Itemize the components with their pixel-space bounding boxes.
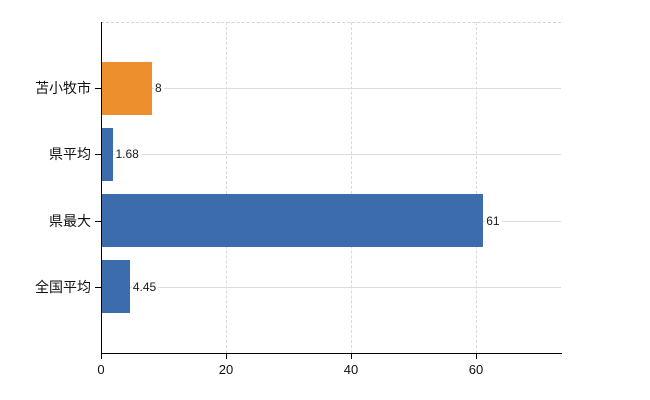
plot-top-border [101, 22, 561, 23]
bar [102, 260, 130, 313]
x-tick-label: 40 [343, 362, 359, 377]
bar-value-label: 1.68 [114, 147, 141, 161]
x-axis [101, 353, 562, 354]
y-tick-mark [95, 154, 101, 155]
bar [102, 194, 483, 247]
category-label: 県平均 [49, 146, 91, 162]
grid-line-x [476, 22, 477, 353]
grid-line-y [102, 154, 561, 155]
category-label: 全国平均 [35, 279, 91, 295]
x-tick-mark [351, 354, 352, 359]
x-tick-label: 20 [218, 362, 234, 377]
bar-value-label: 8 [154, 81, 164, 95]
bar-value-label: 61 [485, 214, 502, 228]
y-tick-mark [95, 88, 101, 89]
grid-line-y [102, 88, 561, 89]
category-label: 苫小牧市 [35, 80, 91, 96]
bar-value-label: 4.45 [131, 280, 159, 294]
y-tick-mark [95, 287, 101, 288]
x-tick-mark [101, 354, 102, 359]
x-tick-mark [476, 354, 477, 359]
bar [102, 62, 152, 115]
x-tick-label: 0 [97, 362, 105, 377]
category-label: 県最大 [49, 213, 91, 229]
y-tick-mark [95, 221, 101, 222]
y-axis [101, 22, 102, 354]
bar [102, 128, 113, 181]
grid-line-y [102, 287, 561, 288]
x-tick-mark [226, 354, 227, 359]
grid-line-x [226, 22, 227, 353]
grid-line-x [351, 22, 352, 353]
x-tick-label: 60 [468, 362, 484, 377]
